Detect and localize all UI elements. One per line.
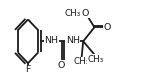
Text: F: F <box>25 65 31 74</box>
Text: O: O <box>104 23 111 32</box>
Text: CH₃: CH₃ <box>73 57 90 66</box>
Text: O: O <box>82 9 89 18</box>
Text: CH₃: CH₃ <box>87 55 103 64</box>
Text: NH: NH <box>66 36 80 45</box>
Text: O: O <box>58 61 65 70</box>
Text: NH: NH <box>44 36 58 45</box>
Text: CH₃: CH₃ <box>65 9 81 18</box>
